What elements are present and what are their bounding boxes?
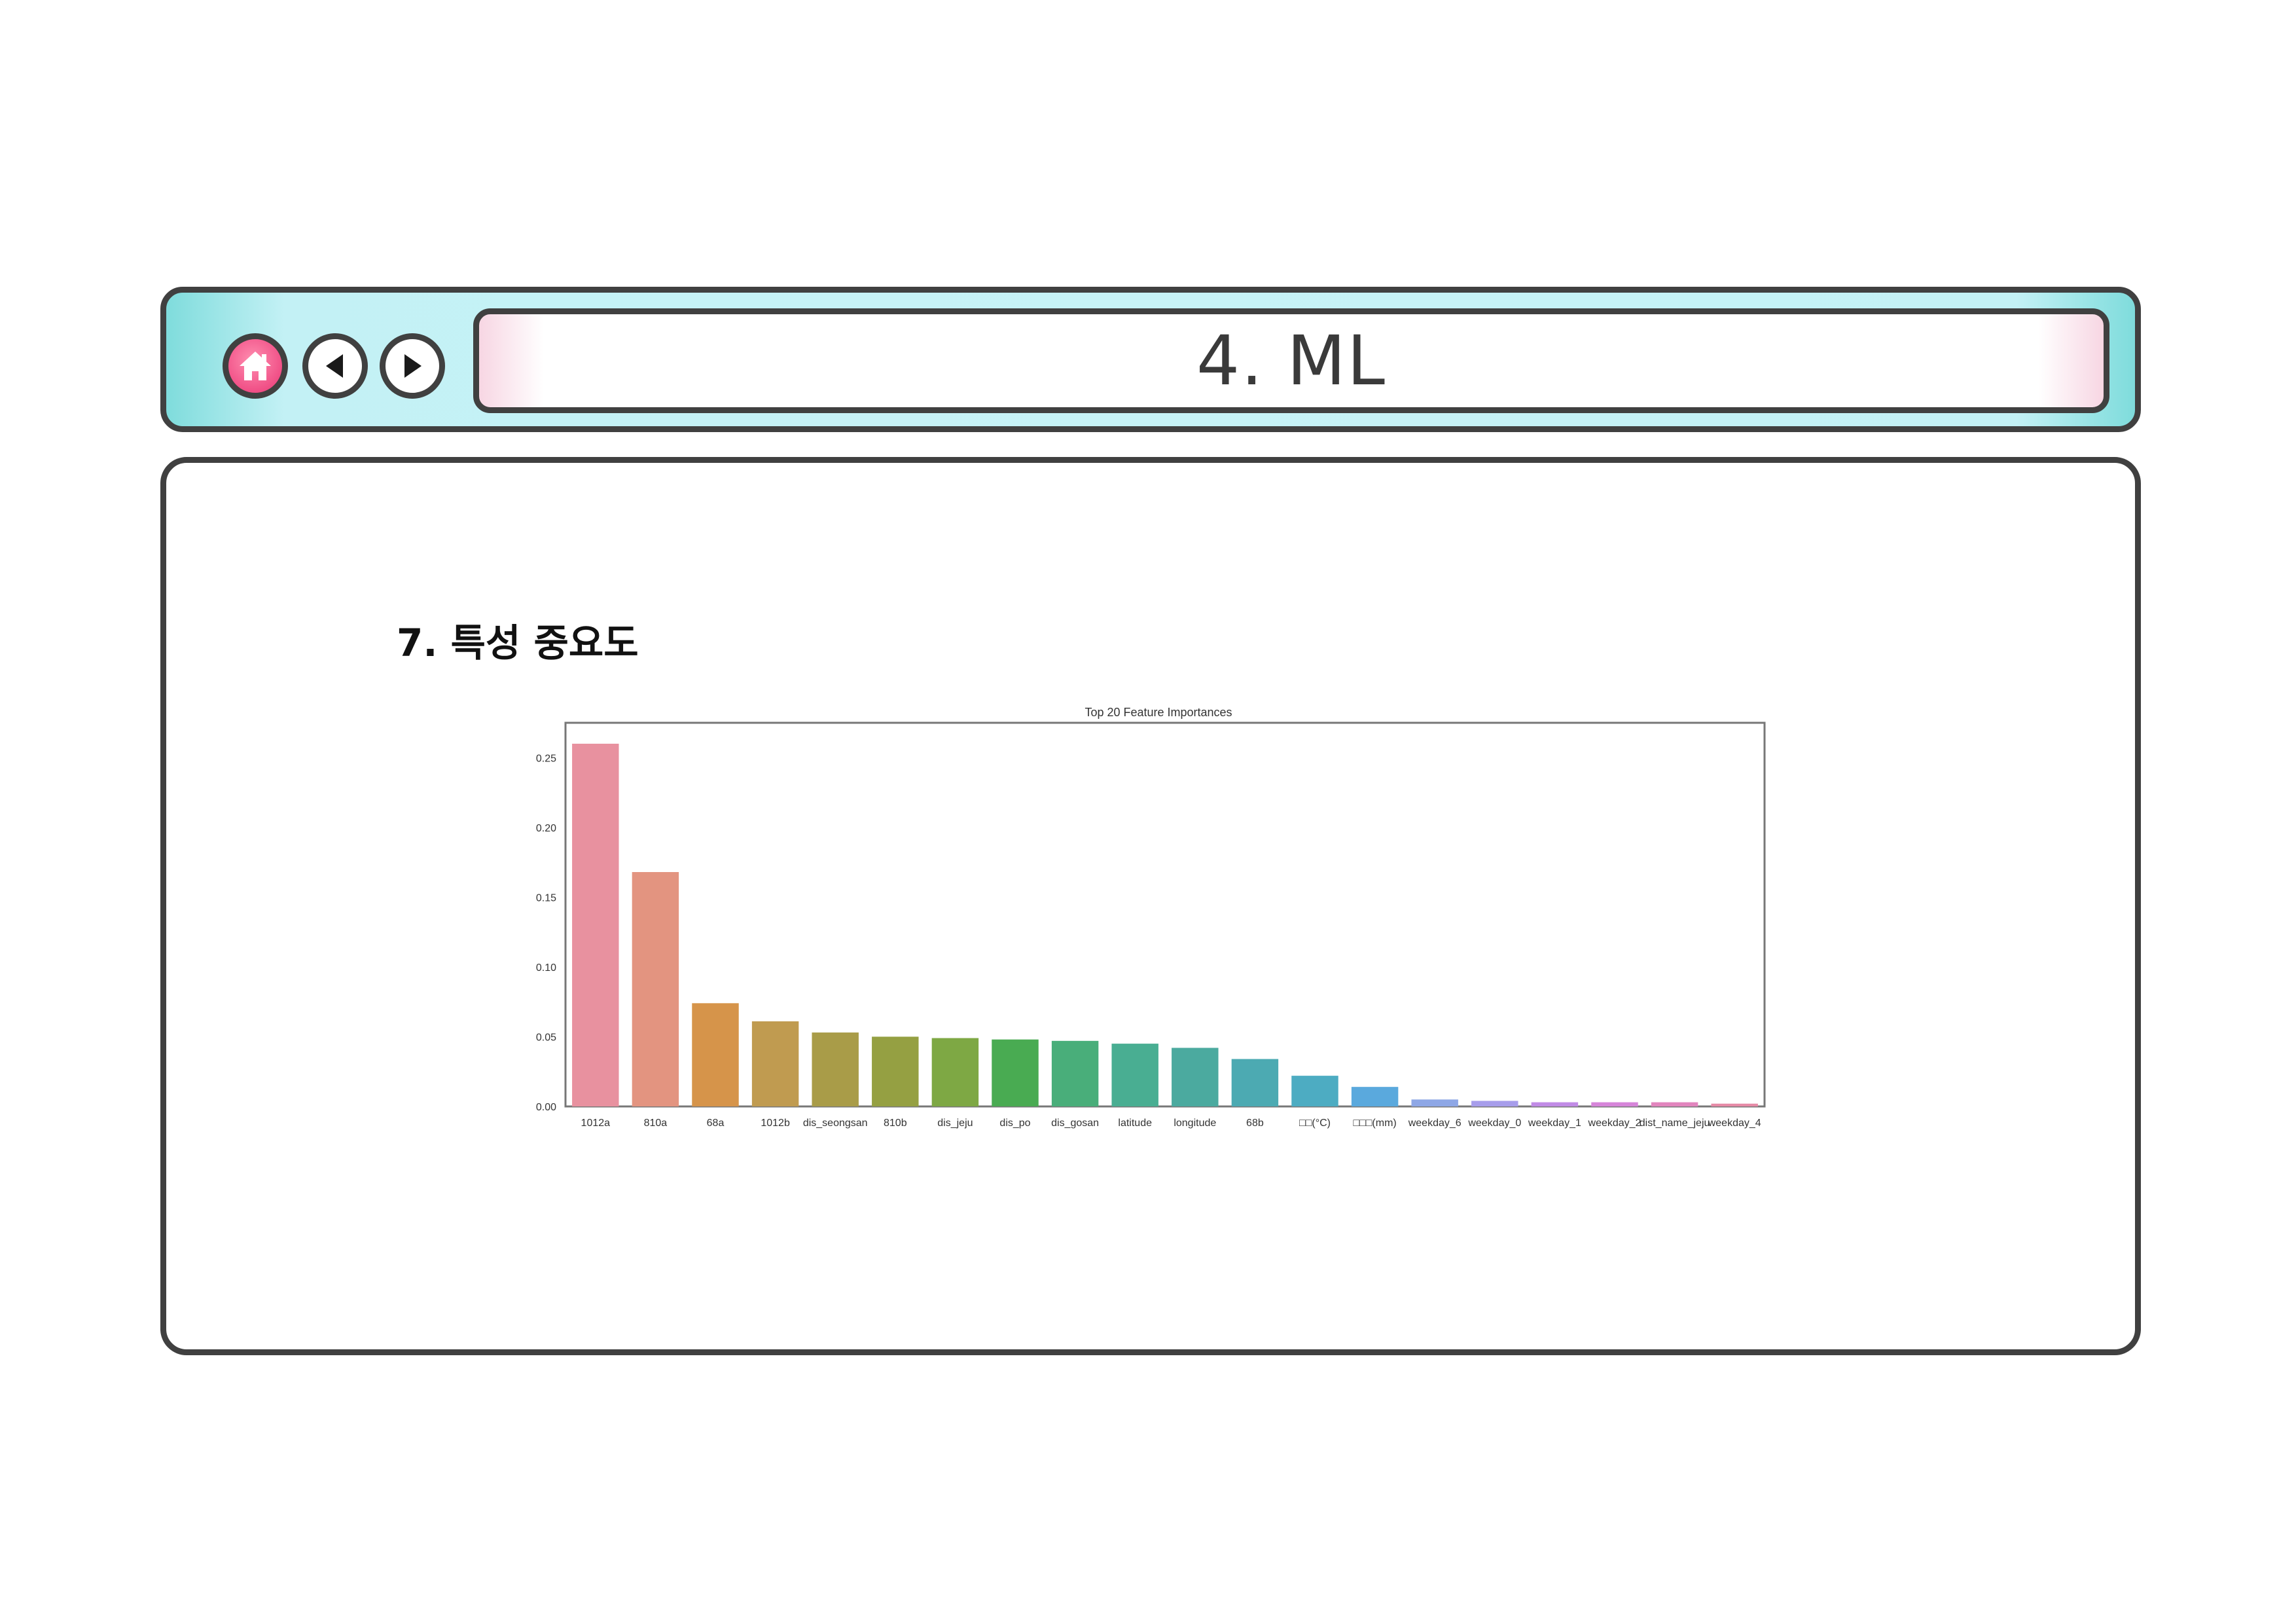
- x-tick-label: dis_gosan: [1051, 1118, 1099, 1129]
- bar-1012b: [751, 1021, 799, 1106]
- bar-weekday_6: [1411, 1099, 1458, 1106]
- x-tick-label: □□□(mm): [1353, 1118, 1396, 1129]
- bar-weekday_0: [1471, 1101, 1518, 1106]
- bar-dis_po: [992, 1039, 1039, 1106]
- bar-dist_name_jeju: [1651, 1102, 1698, 1106]
- bar-dis_jeju: [931, 1038, 979, 1106]
- x-tick-label: longitude: [1174, 1118, 1216, 1129]
- x-tick-label: weekday_6: [1408, 1118, 1462, 1129]
- y-tick-label: 0.00: [536, 1102, 556, 1113]
- chart-title: Top 20 Feature Importances: [1085, 706, 1232, 719]
- plot-frame: [564, 721, 1766, 1108]
- bar-longitude: [1172, 1048, 1219, 1106]
- bar-□□(°C): [1291, 1076, 1338, 1106]
- y-tick-label: 0.10: [536, 962, 556, 974]
- x-tick-label: 68b: [1246, 1118, 1264, 1129]
- address-bar[interactable]: 4. ML: [473, 308, 2109, 413]
- y-tick-label: 0.20: [536, 823, 556, 834]
- content-panel: [160, 457, 2141, 1355]
- y-tick-label: 0.15: [536, 892, 556, 903]
- forward-button[interactable]: [380, 333, 445, 399]
- x-tick-label: 810b: [884, 1118, 907, 1129]
- bar-latitude: [1111, 1044, 1158, 1106]
- triangle-right-icon: [404, 354, 422, 378]
- y-tick-label: 0.25: [536, 753, 556, 764]
- home-icon: [240, 352, 271, 380]
- bar-810a: [632, 872, 679, 1106]
- bar-810b: [872, 1036, 919, 1106]
- bar-weekday_2: [1591, 1102, 1638, 1106]
- feature-importance-chart: Top 20 Feature Importances 0.000.050.100…: [536, 706, 1766, 1129]
- bar-dis_seongsan: [812, 1032, 859, 1106]
- x-tick-label: dist_name_jeju: [1640, 1118, 1710, 1129]
- triangle-left-icon: [326, 354, 343, 378]
- x-tick-label: dis_seongsan: [803, 1118, 868, 1129]
- x-tick-label: 1012a: [581, 1118, 611, 1129]
- back-button[interactable]: [302, 333, 368, 399]
- bar-□□□(mm): [1351, 1087, 1399, 1106]
- x-tick-label: weekday_4: [1708, 1118, 1761, 1129]
- page-title: 4. ML: [1196, 321, 1386, 401]
- bar-weekday_4: [1711, 1103, 1758, 1106]
- x-tick-label: weekday_1: [1528, 1118, 1581, 1129]
- bar-dis_gosan: [1051, 1040, 1099, 1106]
- x-tick-label: □□(°C): [1299, 1118, 1331, 1129]
- x-tick-label: 810a: [644, 1118, 668, 1129]
- bar-weekday_1: [1531, 1102, 1579, 1106]
- y-tick-label: 0.05: [536, 1032, 556, 1043]
- bar-1012a: [572, 743, 619, 1106]
- x-tick-label: weekday_0: [1467, 1118, 1521, 1129]
- x-tick-label: latitude: [1118, 1118, 1152, 1129]
- section-title: 7. 특성 중요도: [397, 621, 639, 665]
- browser-toolbar: 4. ML: [160, 287, 2141, 432]
- bar-68a: [692, 1003, 739, 1106]
- x-tick-label: 68a: [707, 1118, 725, 1129]
- x-tick-label: weekday_2: [1588, 1118, 1641, 1129]
- x-tick-label: dis_jeju: [937, 1118, 973, 1129]
- plot-area: 0.00 0.05 0.10 0.15 0.20 0.25 1012a 810a 68a 1012…: [536, 721, 1766, 1129]
- x-tick-label: dis_po: [999, 1118, 1030, 1129]
- home-button[interactable]: [223, 333, 288, 399]
- bar-68b: [1231, 1059, 1279, 1106]
- x-tick-label: 1012b: [761, 1118, 790, 1129]
